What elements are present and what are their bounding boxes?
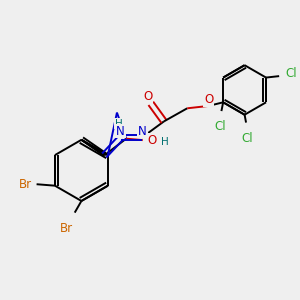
Text: Br: Br: [60, 222, 74, 235]
Text: N: N: [116, 124, 125, 137]
Text: O: O: [204, 93, 213, 106]
Text: Cl: Cl: [242, 131, 253, 145]
Text: H: H: [115, 118, 122, 129]
Text: Br: Br: [19, 178, 32, 191]
Text: H: H: [161, 137, 169, 147]
Text: N: N: [138, 124, 147, 137]
Text: O: O: [143, 90, 152, 104]
Text: Cl: Cl: [214, 120, 226, 133]
Text: Cl: Cl: [286, 67, 298, 80]
Text: O: O: [148, 134, 157, 147]
